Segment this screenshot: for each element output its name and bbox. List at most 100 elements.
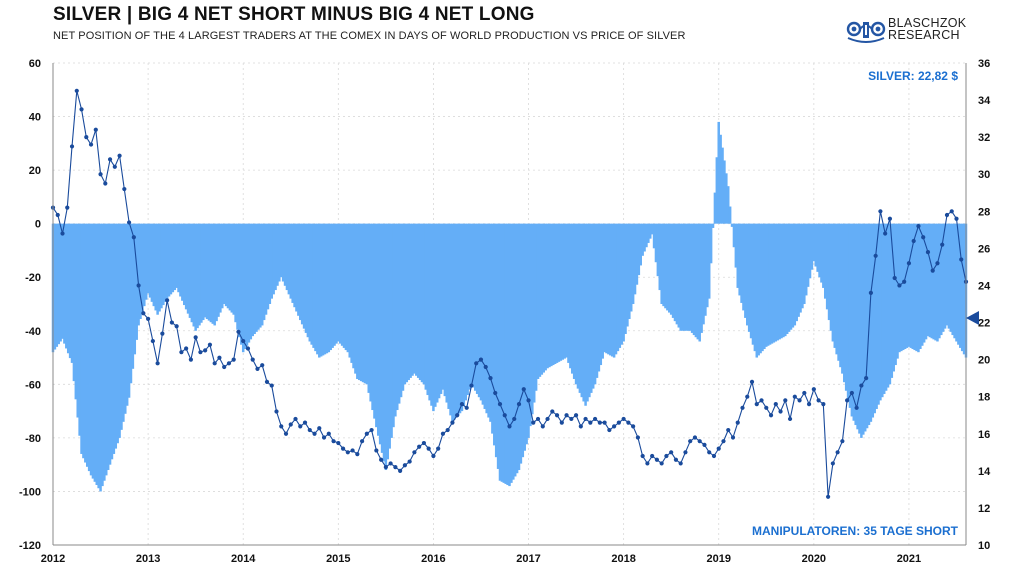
net-position-bar [481, 223, 485, 405]
net-position-bar [327, 223, 331, 353]
net-position-bar [451, 223, 454, 422]
net-position-bar [603, 223, 606, 353]
silver-price-point [683, 450, 688, 455]
net-position-bar [226, 223, 230, 309]
net-position-bar [955, 223, 958, 342]
net-position-bar [85, 223, 89, 467]
silver-price-point [521, 387, 526, 392]
net-position-bar [160, 223, 163, 309]
net-position-bar [458, 223, 462, 414]
net-position-bar [143, 223, 146, 307]
net-position-bar [146, 223, 150, 294]
net-position-bar [475, 223, 479, 394]
net-position-bar [590, 223, 593, 393]
net-position-bar [726, 186, 730, 224]
net-position-bar [938, 223, 941, 339]
net-position-bar [437, 223, 441, 399]
silver-price-point [635, 435, 640, 440]
net-position-bar [432, 223, 435, 412]
net-position-bar [422, 223, 426, 385]
net-position-bar [723, 160, 726, 224]
net-position-bar [65, 223, 68, 349]
net-position-bar [99, 223, 102, 492]
net-position-bar [825, 223, 829, 310]
silver-price-point [721, 439, 726, 444]
silver-price-point [312, 431, 317, 436]
y-tick-label: 40 [29, 112, 41, 124]
net-position-bar [888, 223, 892, 385]
net-position-bar [531, 223, 534, 415]
net-position-bar [515, 223, 519, 474]
net-position-bar [70, 223, 74, 363]
net-position-bar [323, 223, 327, 355]
net-position-bar [165, 223, 169, 299]
silver-price-point [873, 253, 878, 258]
net-position-bar [650, 223, 654, 235]
silver-price-point [659, 461, 664, 466]
silver-price-point [193, 335, 198, 340]
net-position-bar [306, 223, 310, 338]
net-position-bar [361, 223, 365, 383]
net-position-bar [797, 223, 800, 317]
net-position-bar [637, 223, 641, 276]
silver-price-point [88, 142, 94, 147]
net-position-bar [869, 223, 873, 422]
net-position-bar [945, 223, 949, 326]
net-position-bar [628, 223, 631, 319]
net-position-bar [612, 223, 616, 358]
net-position-bar [719, 134, 722, 224]
net-position-bar [837, 223, 840, 361]
net-position-bar [730, 223, 734, 227]
net-position-bar [844, 223, 848, 391]
silver-price-point [207, 342, 213, 347]
net-position-bar [928, 223, 932, 338]
net-position-bar [871, 223, 875, 418]
silver-price-point [592, 416, 598, 422]
net-position-bar [133, 223, 137, 355]
net-position-bar [540, 223, 544, 375]
net-position-bar [591, 223, 595, 389]
net-position-bar [607, 223, 610, 355]
net-position-bar [112, 223, 116, 454]
net-position-bar [704, 223, 707, 316]
silver-price-point [402, 463, 407, 468]
net-position-bar [770, 223, 774, 344]
net-position-bar [213, 223, 216, 326]
net-position-bar [253, 223, 256, 334]
net-position-bar [101, 223, 104, 487]
silver-price-point [359, 439, 365, 444]
silver-price-point [79, 107, 84, 112]
net-position-bar [759, 223, 762, 354]
silver-price-point [198, 350, 203, 355]
silver-price-point [673, 457, 679, 462]
net-position-bar [59, 223, 62, 342]
net-position-bar [377, 223, 380, 436]
net-position-bar [639, 223, 642, 266]
net-position-bar [919, 223, 922, 349]
silver-price-point [849, 390, 854, 396]
silver-price-point [379, 457, 384, 462]
net-position-bar [882, 223, 886, 394]
silver-price-point [298, 424, 303, 429]
net-position-bar [462, 223, 466, 406]
y2-tick-label: 22 [978, 318, 990, 330]
net-position-bar [567, 223, 570, 363]
silver-price-point [203, 348, 208, 353]
silver-price-point [526, 398, 531, 403]
net-position-bar [512, 223, 515, 480]
net-position-bar [394, 223, 397, 417]
net-position-bar [373, 223, 376, 419]
silver-price-point [383, 465, 388, 470]
silver-price-point [317, 426, 322, 431]
silver-price-point [103, 181, 108, 186]
net-position-bar [751, 223, 755, 345]
silver-price-point [355, 452, 360, 457]
net-position-bar [778, 223, 781, 340]
silver-price-point [745, 394, 750, 399]
net-position-bar [430, 223, 433, 406]
net-position-bar [93, 223, 97, 482]
silver-price-point [564, 413, 569, 418]
silver-price-point [421, 440, 427, 446]
current-price-marker-icon [966, 311, 979, 325]
net-position-bar [369, 223, 372, 402]
